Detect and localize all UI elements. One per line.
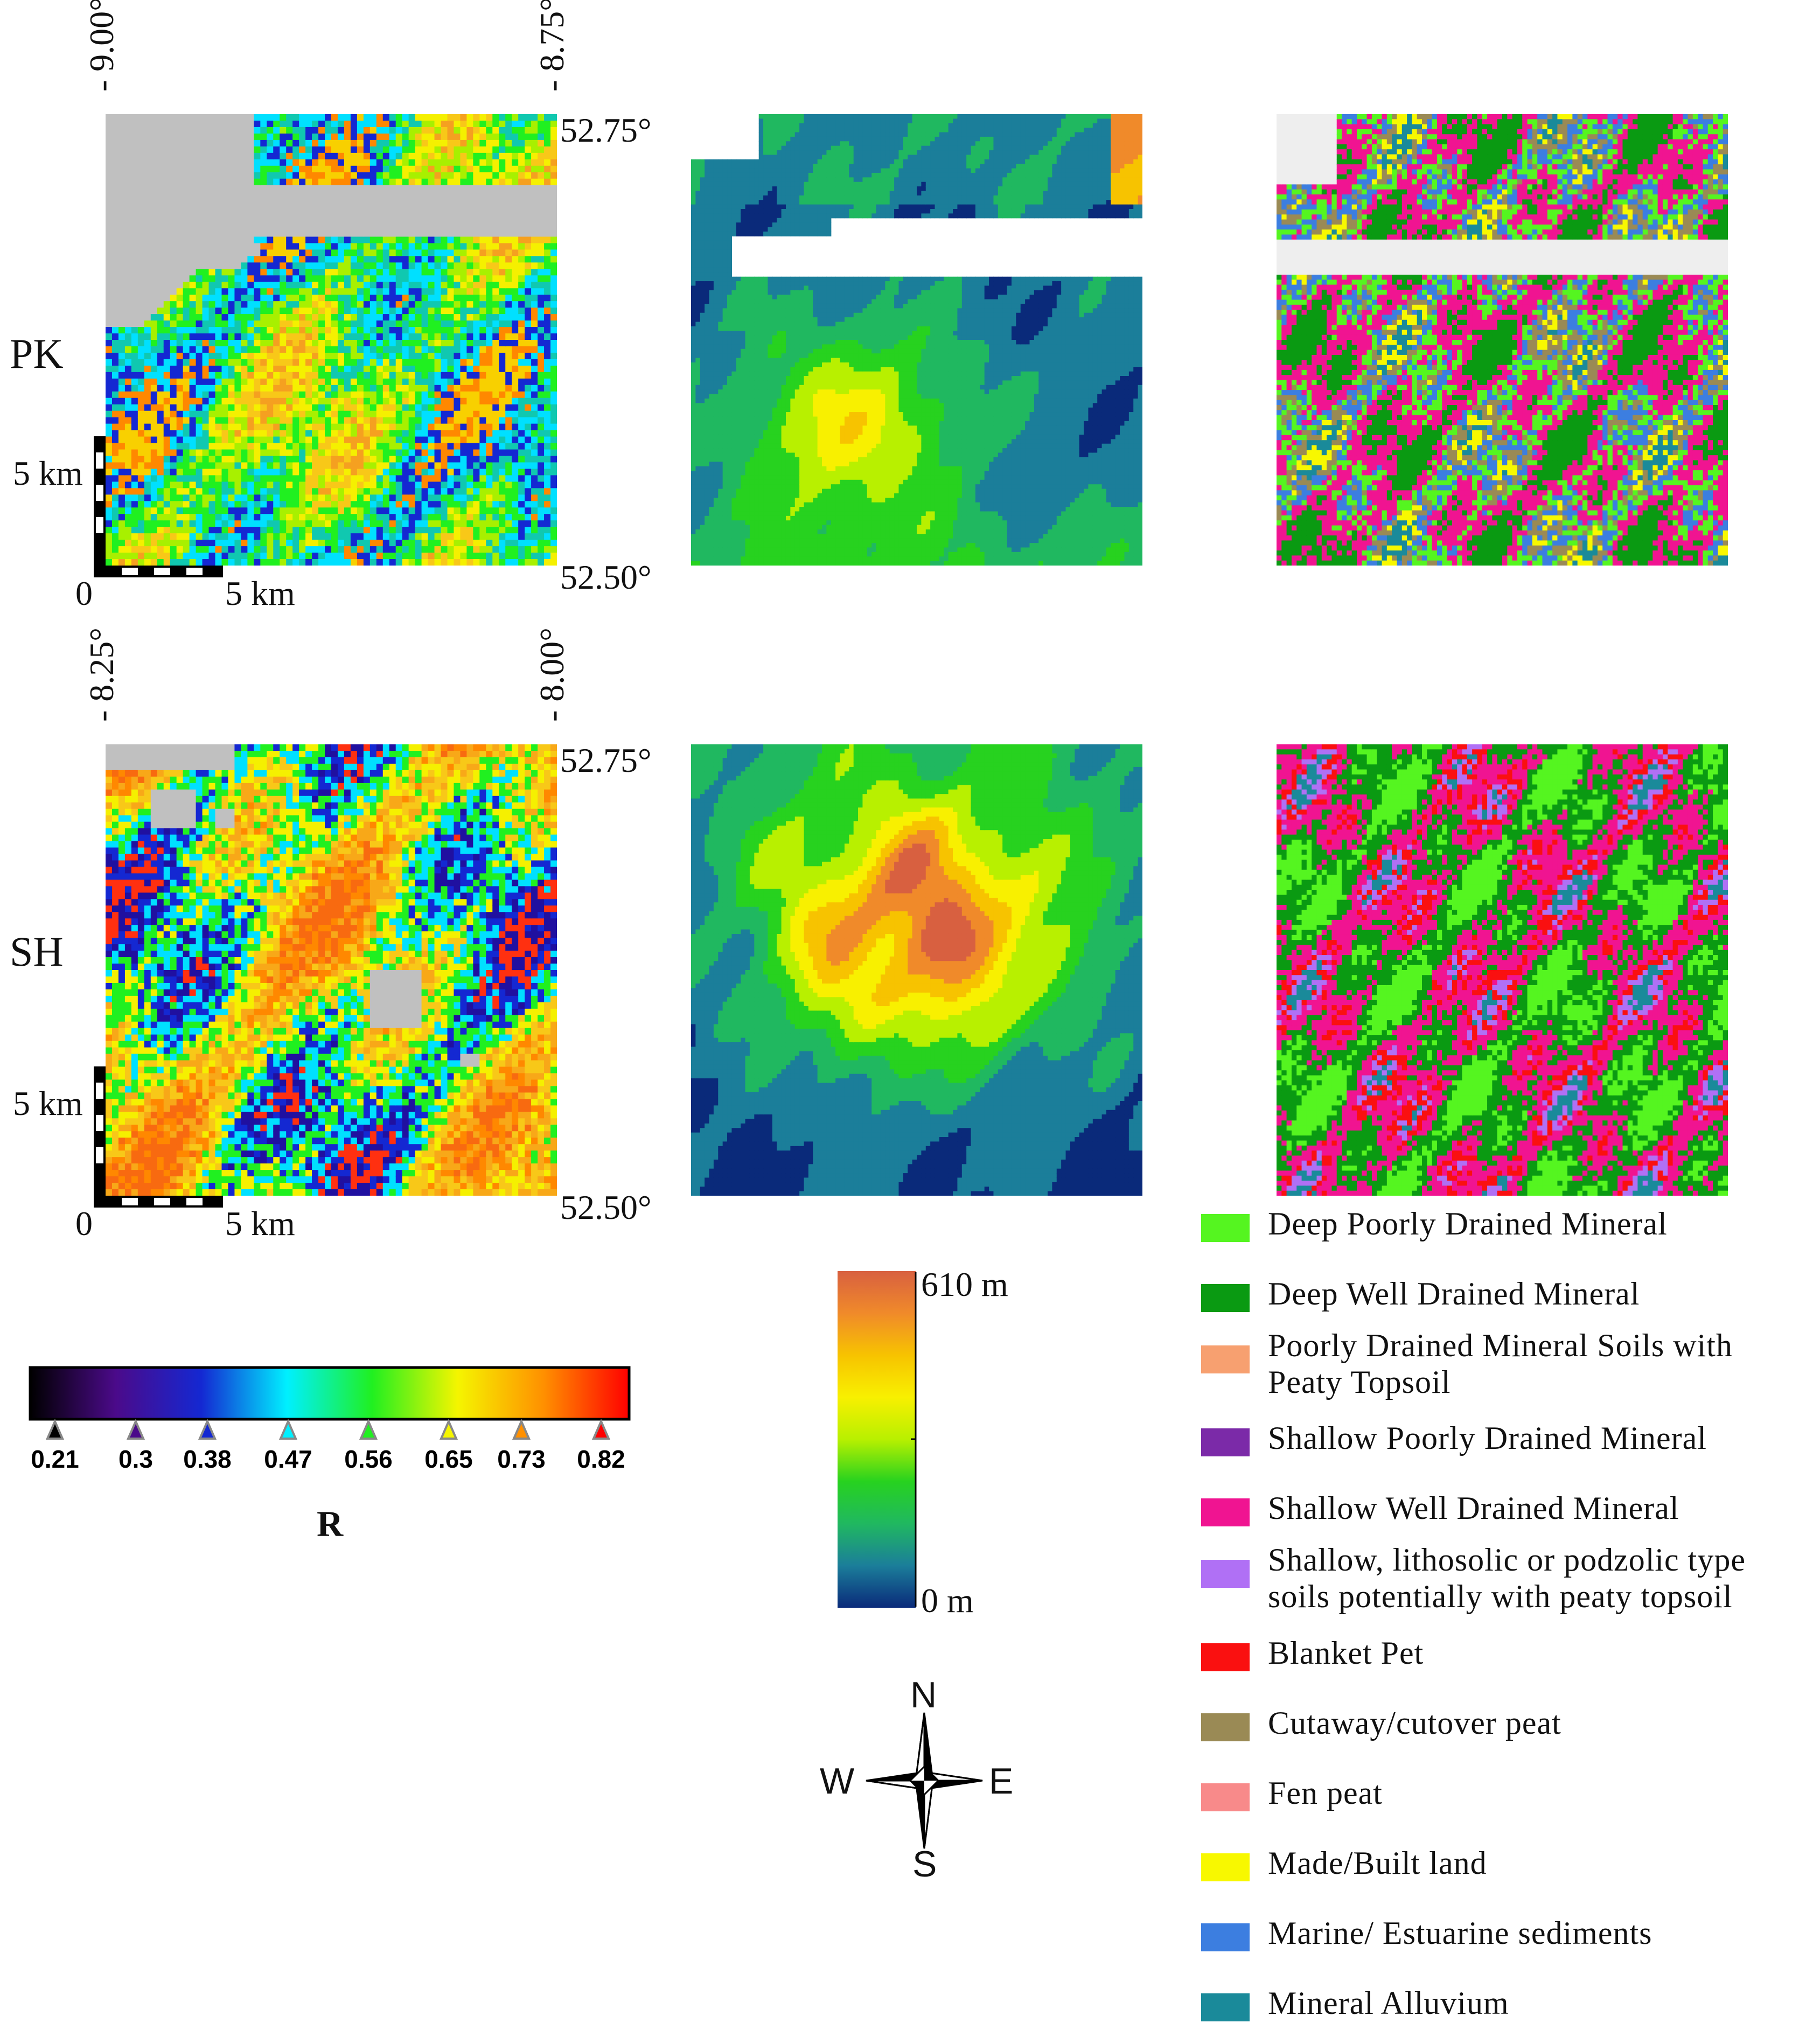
elevation-cells xyxy=(691,744,1142,1196)
soil-legend-item: Shallow Poorly Drained Mineral xyxy=(1201,1420,1810,1479)
r-colorbar-tick-label: 0.21 xyxy=(31,1445,79,1473)
r-colorbar-tick-marker xyxy=(594,1421,609,1439)
pk-lon-left-label: - 9.00° xyxy=(82,0,122,92)
soil-legend-item: Deep Well Drained Mineral xyxy=(1201,1275,1810,1335)
sh-lat-top-label: 52.75° xyxy=(560,741,652,780)
pk-elevation-map xyxy=(691,114,1142,566)
soil-legend-item: Blanket Pet xyxy=(1201,1635,1810,1694)
soil-legend-label: Mineral Alluvium xyxy=(1268,1985,1509,2021)
compass-star-icon xyxy=(866,1713,982,1848)
soil-legend-swatch xyxy=(1201,1643,1250,1671)
compass-n-label: N xyxy=(910,1674,937,1716)
row-label-sh: SH xyxy=(10,927,64,976)
r-colorbar-tick-label: 0.47 xyxy=(264,1445,312,1473)
r-colorbar-tick-marker xyxy=(128,1421,143,1439)
pk-soil-map xyxy=(1277,114,1728,566)
soil-legend-item: Marine/ Estuarine sediments xyxy=(1201,1915,1810,1974)
sh-soil-map xyxy=(1277,744,1728,1196)
pk-horizontal-scalebar xyxy=(94,566,223,577)
pk-lon-right-label: - 8.75° xyxy=(532,0,572,92)
raster-cells xyxy=(106,114,557,566)
soil-legend-item: Fen peat xyxy=(1201,1775,1810,1834)
r-colorbar-tick-label: 0.56 xyxy=(344,1445,393,1473)
sh-lon-left-label: - 8.25° xyxy=(82,627,122,722)
soil-legend-swatch xyxy=(1201,1560,1250,1588)
pk-lat-bottom-label: 52.50° xyxy=(560,557,652,597)
pk-r-correlation-map xyxy=(106,114,557,566)
soil-legend-label: Marine/ Estuarine sediments xyxy=(1268,1915,1652,1951)
soil-legend-label: Fen peat xyxy=(1268,1775,1383,1811)
soil-legend-swatch xyxy=(1201,1993,1250,2021)
soil-legend-item: Deep Poorly Drained Mineral xyxy=(1201,1205,1810,1265)
r-colorbar-tick-label: 0.82 xyxy=(577,1445,625,1473)
pk-scalebar-zero: 0 xyxy=(75,574,93,613)
sh-lon-right-label: - 8.00° xyxy=(532,627,572,722)
compass-e-label: E xyxy=(989,1760,1013,1802)
soil-legend-label: Shallow Poorly Drained Mineral xyxy=(1268,1420,1707,1456)
soil-legend-swatch xyxy=(1201,1498,1250,1526)
sh-elevation-map xyxy=(691,744,1142,1196)
soil-legend-swatch xyxy=(1201,1214,1250,1242)
r-colorbar-tick-marker xyxy=(441,1421,456,1439)
r-colorbar-tick-label: 0.38 xyxy=(183,1445,232,1473)
soil-legend-label: Deep Poorly Drained Mineral xyxy=(1268,1205,1668,1242)
soil-legend-swatch xyxy=(1201,1284,1250,1312)
r-colorbar-tick-marker xyxy=(281,1421,296,1439)
soil-legend-swatch xyxy=(1201,1923,1250,1951)
elevation-cells xyxy=(691,114,1142,566)
soil-legend-swatch xyxy=(1201,1345,1250,1373)
soil-legend-label: Shallow Well Drained Mineral xyxy=(1268,1490,1679,1526)
soil-legend-item: Shallow Well Drained Mineral xyxy=(1201,1490,1810,1549)
r-colorbar-tick-label: 0.65 xyxy=(424,1445,473,1473)
soil-legend-swatch xyxy=(1201,1783,1250,1811)
r-colorbar-tick-label: 0.73 xyxy=(497,1445,546,1473)
soil-legend-item: Made/Built land xyxy=(1201,1845,1810,1904)
r-colorbar-tick-marker xyxy=(200,1421,215,1439)
sh-r-correlation-map xyxy=(106,744,557,1196)
sh-scalebar-vertical-label: 5 km xyxy=(13,1084,83,1124)
row-label-pk: PK xyxy=(10,330,64,378)
soil-legend-label: Deep Well Drained Mineral xyxy=(1268,1275,1640,1312)
r-colorbar-tick-marker xyxy=(514,1421,529,1439)
r-colorbar-tick-marker xyxy=(47,1421,62,1439)
soil-legend-label: Made/Built land xyxy=(1268,1845,1487,1881)
sh-lat-bottom-label: 52.50° xyxy=(560,1188,652,1227)
elevation-min-label: 0 m xyxy=(921,1581,974,1621)
r-colorbar-title: R xyxy=(317,1503,343,1545)
pk-vertical-scalebar xyxy=(94,436,106,566)
sh-scalebar-horizontal-label: 5 km xyxy=(225,1204,295,1244)
compass-s-label: S xyxy=(912,1843,937,1885)
elevation-colorbar xyxy=(838,1271,918,1610)
soil-legend-swatch xyxy=(1201,1713,1250,1741)
sh-horizontal-scalebar xyxy=(94,1196,223,1208)
soil-legend-label: Cutaway/cutover peat xyxy=(1268,1705,1561,1741)
sh-vertical-scalebar xyxy=(94,1066,106,1196)
r-colorbar-tick-label: 0.3 xyxy=(118,1445,153,1473)
r-colorbar-tick-marker xyxy=(361,1421,376,1439)
soil-legend-swatch xyxy=(1201,1428,1250,1456)
raster-cells xyxy=(106,744,557,1196)
pk-scalebar-horizontal-label: 5 km xyxy=(225,574,295,613)
pk-lat-top-label: 52.75° xyxy=(560,110,652,150)
soil-legend-item: Cutaway/cutover peat xyxy=(1201,1705,1810,1764)
elevation-colorbar-gradient xyxy=(838,1271,916,1608)
soil-legend-swatch xyxy=(1201,1853,1250,1881)
compass-w-label: W xyxy=(820,1760,854,1802)
soil-cells xyxy=(1277,744,1728,1196)
pk-scalebar-vertical-label: 5 km xyxy=(13,454,83,493)
soil-cells xyxy=(1277,114,1728,566)
soil-legend-label: Blanket Pet xyxy=(1268,1635,1424,1671)
r-colorbar: 0.21 0.3 0.38 0.47 0.56 0.65 0.73 0.82 xyxy=(28,1365,631,1495)
r-colorbar-gradient xyxy=(30,1368,629,1419)
soil-legend-item: Mineral Alluvium xyxy=(1201,1985,1810,2044)
elevation-max-label: 610 m xyxy=(921,1265,1008,1304)
sh-scalebar-zero: 0 xyxy=(75,1204,93,1244)
